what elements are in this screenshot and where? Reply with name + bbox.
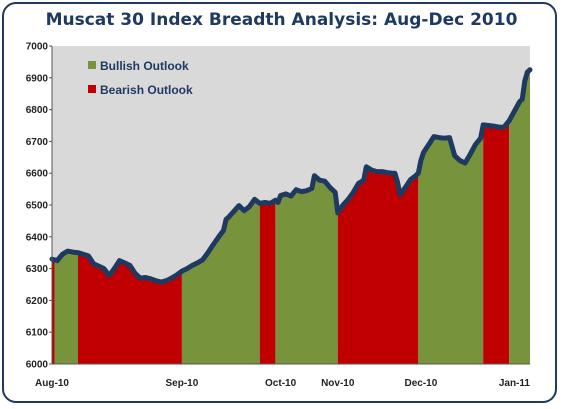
- bullish-region: [54, 251, 78, 364]
- index-line: [49, 67, 533, 285]
- bearish-region: [78, 252, 182, 364]
- legend-label: Bullish Outlook: [100, 59, 189, 73]
- x-tick-labels: Aug-10 Sep-10 Oct-10 Nov-10 Dec-10 Jan-11: [35, 378, 530, 389]
- bearish-region: [483, 120, 510, 364]
- y-tick-label: 6800: [26, 105, 49, 116]
- bullish-region: [275, 175, 338, 364]
- y-tick-label: 6400: [26, 232, 49, 243]
- y-tick-label: 6200: [26, 296, 49, 307]
- bullish-region: [418, 124, 484, 365]
- chart-title: Muscat 30 Index Breadth Analysis: Aug-De…: [45, 10, 518, 30]
- bearish-region: [52, 259, 55, 364]
- y-tick-labels: 6000 6100 6200 6300 6400 6500 6600 6700 6800 6900…: [26, 42, 52, 371]
- y-tick-label: 6000: [26, 360, 49, 371]
- x-tick-label: Jan-11: [499, 378, 531, 389]
- y-tick-label: 6600: [26, 169, 49, 180]
- x-tick-label: Dec-10: [404, 378, 437, 389]
- y-tick-label: 6100: [26, 328, 49, 339]
- outlook-regions: [52, 69, 530, 365]
- bullish-region: [509, 69, 530, 365]
- x-tick-label: Aug-10: [35, 378, 69, 389]
- y-tick-label: 6700: [26, 137, 49, 148]
- legend-swatch: [88, 85, 96, 93]
- x-tick-label: Sep-10: [165, 378, 198, 389]
- x-tick-label: Oct-10: [265, 378, 297, 389]
- legend-label: Bearish Outlook: [100, 83, 193, 97]
- bearish-region: [259, 200, 276, 364]
- bearish-region: [337, 166, 419, 364]
- legend: Bullish Outlook Bearish Outlook: [88, 59, 193, 97]
- legend-swatch: [88, 61, 96, 69]
- y-tick-label: 7000: [26, 42, 49, 53]
- y-tick-label: 6900: [26, 73, 49, 84]
- y-tick-label: 6500: [26, 201, 49, 212]
- x-tick-label: Nov-10: [321, 378, 355, 389]
- y-tick-label: 6300: [26, 264, 49, 275]
- bullish-region: [181, 199, 260, 364]
